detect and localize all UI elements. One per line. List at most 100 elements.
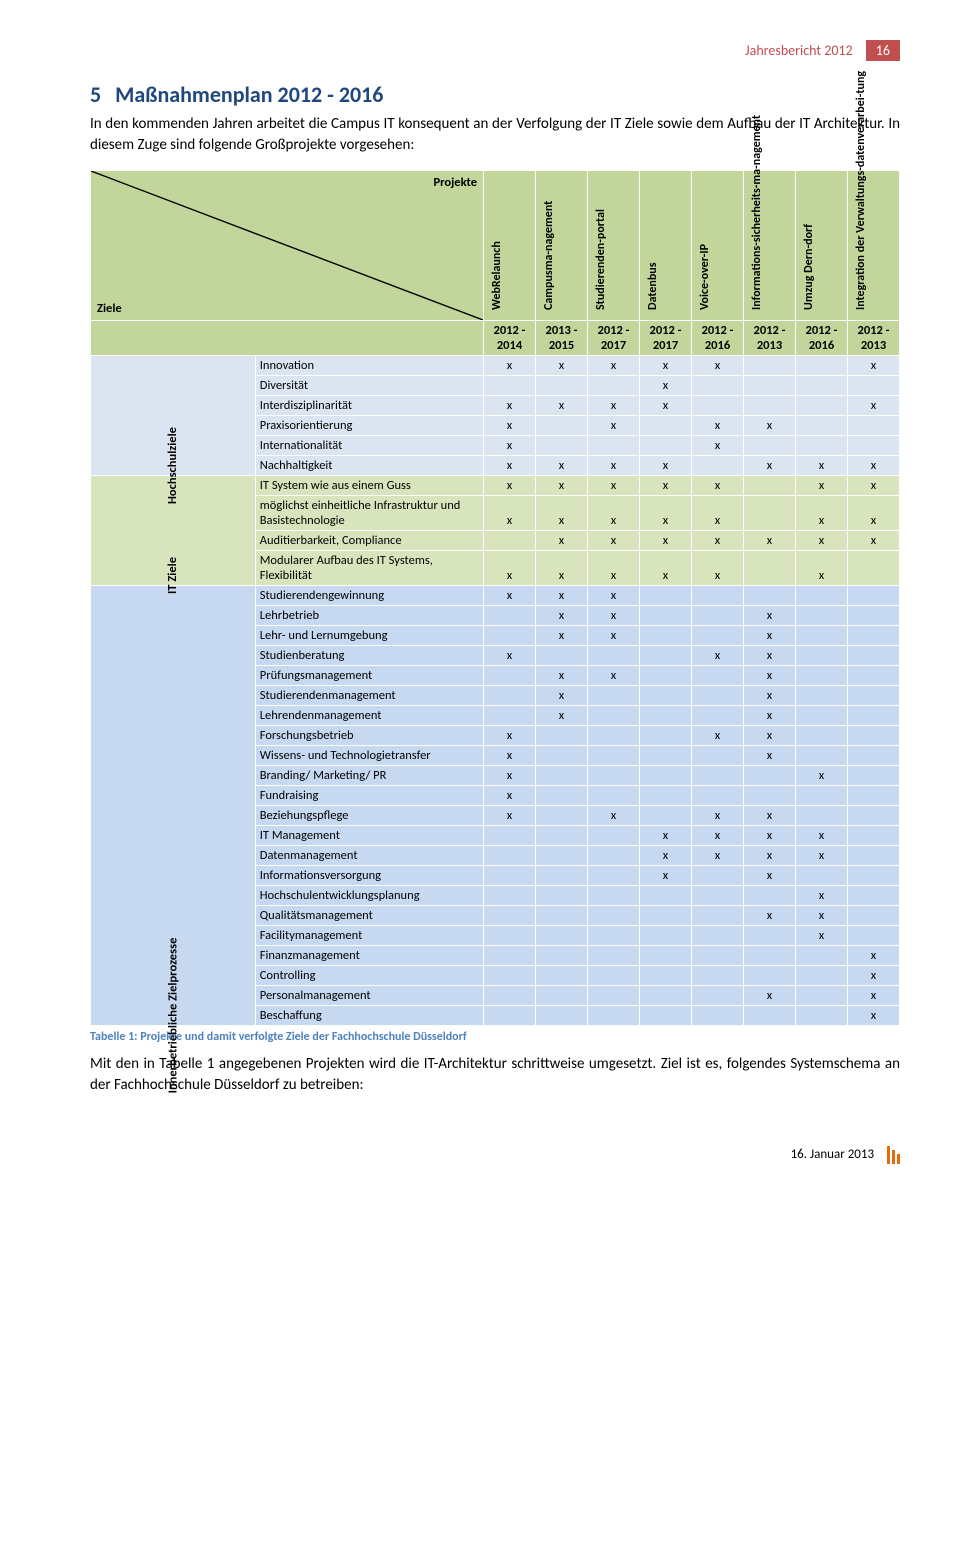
matrix-cell: x (744, 866, 796, 886)
matrix-cell (796, 706, 848, 726)
matrix-cell (848, 746, 900, 766)
matrix-cell: x (536, 586, 588, 606)
matrix-cell (536, 866, 588, 886)
matrix-cell (484, 376, 536, 396)
matrix-cell: x (536, 551, 588, 586)
matrix-cell: x (744, 706, 796, 726)
matrix-cell (796, 646, 848, 666)
matrix-cell (640, 926, 692, 946)
matrix-cell (588, 986, 640, 1006)
footer-bars-icon (885, 1146, 900, 1164)
matrix-cell: x (484, 746, 536, 766)
matrix-cell (744, 356, 796, 376)
row-label: Beschaffung (255, 1006, 483, 1026)
footer: 16. Januar 2013 (90, 1146, 900, 1164)
matrix-cell: x (744, 846, 796, 866)
matrix-cell: x (536, 626, 588, 646)
matrix-cell: x (588, 476, 640, 496)
matrix-cell (692, 706, 744, 726)
column-range: 2012 - 2016 (796, 321, 848, 356)
matrix-cell (536, 886, 588, 906)
matrix-cell: x (484, 766, 536, 786)
matrix-cell (588, 826, 640, 846)
matrix-cell (640, 416, 692, 436)
matrix-cell: x (640, 456, 692, 476)
matrix-cell (692, 966, 744, 986)
matrix-cell: x (744, 606, 796, 626)
matrix-cell: x (692, 846, 744, 866)
matrix-cell: x (484, 456, 536, 476)
table-caption: Tabelle 1: Projekte und damit verfolgte … (90, 1030, 900, 1044)
matrix-cell: x (744, 456, 796, 476)
matrix-cell: x (796, 846, 848, 866)
matrix-cell (588, 376, 640, 396)
matrix-cell: x (692, 646, 744, 666)
matrix-cell (536, 826, 588, 846)
column-header: Voice-over-IP (692, 171, 744, 321)
matrix-cell (484, 986, 536, 1006)
matrix-cell (744, 786, 796, 806)
matrix-cell (536, 786, 588, 806)
matrix-cell (848, 886, 900, 906)
matrix-cell: x (588, 356, 640, 376)
matrix-cell (640, 706, 692, 726)
matrix-cell (848, 686, 900, 706)
matrix-cell (536, 376, 588, 396)
matrix-cell: x (640, 551, 692, 586)
row-label: Fundraising (255, 786, 483, 806)
matrix-cell (848, 376, 900, 396)
matrix-cell: x (848, 986, 900, 1006)
matrix-cell: x (588, 606, 640, 626)
matrix-cell (536, 1006, 588, 1026)
column-range: 2012 - 2014 (484, 321, 536, 356)
matrix-cell: x (744, 726, 796, 746)
matrix-cell (848, 416, 900, 436)
matrix-cell: x (848, 356, 900, 376)
matrix-cell: x (588, 416, 640, 436)
matrix-cell: x (796, 926, 848, 946)
matrix-cell (484, 866, 536, 886)
matrix-cell (692, 946, 744, 966)
matrix-cell (692, 626, 744, 646)
matrix-cell (640, 786, 692, 806)
matrix-cell (640, 886, 692, 906)
matrix-cell (484, 531, 536, 551)
matrix-cell: x (796, 476, 848, 496)
matrix-cell (848, 826, 900, 846)
matrix-cell (796, 726, 848, 746)
matrix-cell (744, 766, 796, 786)
range-spacer (91, 321, 484, 356)
matrix-cell (484, 846, 536, 866)
matrix-cell (744, 886, 796, 906)
matrix-cell (848, 586, 900, 606)
matrix-cell (692, 1006, 744, 1026)
matrix-cell: x (744, 416, 796, 436)
row-label: Auditierbarkeit, Compliance (255, 531, 483, 551)
matrix-cell (588, 706, 640, 726)
matrix-cell: x (536, 496, 588, 531)
matrix-cell (588, 726, 640, 746)
matrix-cell: x (796, 496, 848, 531)
matrix-cell: x (796, 906, 848, 926)
matrix-cell (536, 416, 588, 436)
matrix-cell (796, 416, 848, 436)
matrix-cell: x (796, 456, 848, 476)
matrix-cell (692, 606, 744, 626)
matrix-cell: x (640, 531, 692, 551)
header-title: Jahresbericht 2012 (745, 42, 852, 59)
matrix-cell (692, 986, 744, 1006)
matrix-cell (796, 786, 848, 806)
matrix-cell: x (588, 396, 640, 416)
matrix-cell (848, 906, 900, 926)
matrix-cell (536, 946, 588, 966)
matrix-cell (536, 726, 588, 746)
matrix-cell (796, 626, 848, 646)
section-title: Maßnahmenplan 2012 - 2016 (115, 81, 383, 108)
matrix-cell: x (848, 966, 900, 986)
matrix-cell (536, 906, 588, 926)
matrix-cell (796, 436, 848, 456)
row-label: möglichst einheitliche Infrastruktur und… (255, 496, 483, 531)
matrix-cell (744, 436, 796, 456)
matrix-cell: x (744, 686, 796, 706)
matrix-cell (640, 946, 692, 966)
